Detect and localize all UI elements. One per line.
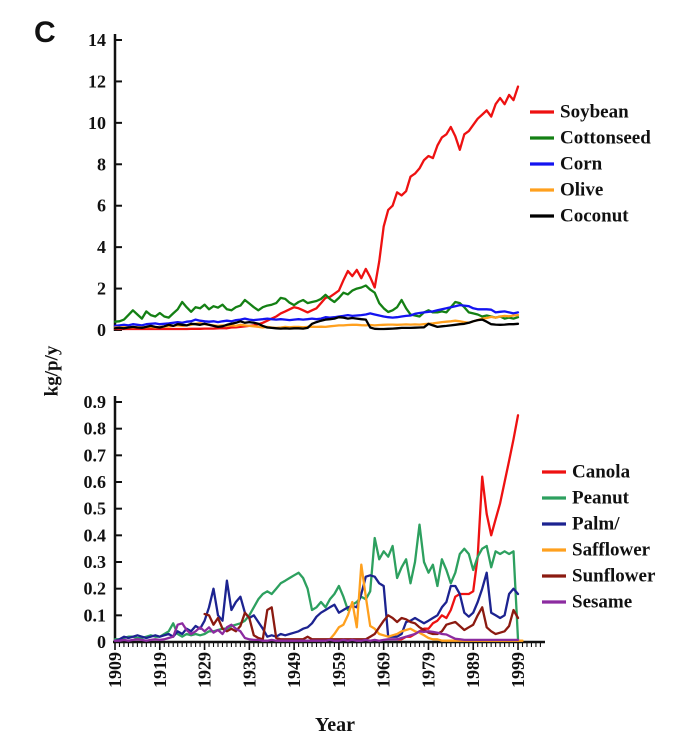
y-tick-label-top: 0 (97, 320, 106, 340)
y-tick-label-top: 10 (88, 113, 106, 133)
legend-label-canola: Canola (572, 462, 631, 483)
series-line-sesame (113, 622, 520, 642)
x-tick-label: 1949 (284, 652, 304, 688)
x-tick-label: 1959 (329, 652, 349, 688)
legend-label-safflower: Safflower (572, 540, 651, 561)
legend-label-sesame: Sesame (572, 592, 632, 613)
x-tick-label: 1909 (105, 652, 125, 688)
panel-label: C (34, 16, 56, 49)
x-tick-label: 1989 (463, 652, 483, 688)
y-tick-label-top: 4 (97, 237, 106, 257)
series-line-soybean (113, 85, 520, 331)
x-tick-label: 1929 (195, 652, 215, 688)
legend-label-corn: Corn (560, 154, 603, 175)
series-line-coconut (113, 316, 520, 331)
y-tick-label-bottom: 0.6 (84, 472, 107, 492)
y-axis-title: kg/p/y (42, 345, 63, 396)
y-tick-label-bottom: 0.1 (84, 605, 107, 625)
y-tick-label-bottom: 0.5 (84, 499, 107, 519)
legend-label-coconut: Coconut (560, 206, 629, 227)
series-line-sunflower (203, 606, 520, 641)
y-tick-label-top: 6 (97, 196, 106, 216)
y-tick-label-bottom: 0.7 (84, 445, 107, 465)
series-line-canola (395, 414, 520, 641)
y-tick-label-top: 2 (97, 279, 106, 299)
x-tick-label: 1979 (418, 652, 438, 688)
y-tick-label-top: 14 (88, 30, 106, 50)
y-tick-label-top: 8 (97, 154, 106, 174)
y-tick-label-bottom: 0.4 (84, 525, 107, 545)
series-line-corn (113, 303, 520, 328)
x-tick-label: 1999 (508, 652, 528, 688)
series-line-peanut (113, 523, 520, 641)
y-tick-label-bottom: 0 (97, 632, 106, 652)
legend-label-palm: Palm/ (572, 514, 620, 535)
series-line-cottonseed (113, 284, 520, 323)
legend-label-sunflower: Sunflower (572, 566, 656, 587)
x-axis-title: Year (315, 714, 355, 736)
x-tick-label: 1939 (239, 652, 259, 688)
x-tick-label: 1969 (374, 652, 394, 688)
y-tick-label-bottom: 0.8 (84, 419, 107, 439)
legend-label-olive: Olive (560, 180, 603, 201)
y-tick-label-bottom: 0.2 (84, 579, 107, 599)
series-line-palm (113, 571, 520, 642)
y-tick-label-bottom: 0.9 (84, 392, 107, 412)
y-tick-label-bottom: 0.3 (84, 552, 107, 572)
legend-label-peanut: Peanut (572, 488, 630, 509)
legend-label-cottonseed: Cottonseed (560, 128, 651, 149)
y-tick-label-top: 12 (88, 71, 106, 91)
x-tick-label: 1919 (150, 652, 170, 688)
legend-label-soybean: Soybean (560, 102, 629, 123)
